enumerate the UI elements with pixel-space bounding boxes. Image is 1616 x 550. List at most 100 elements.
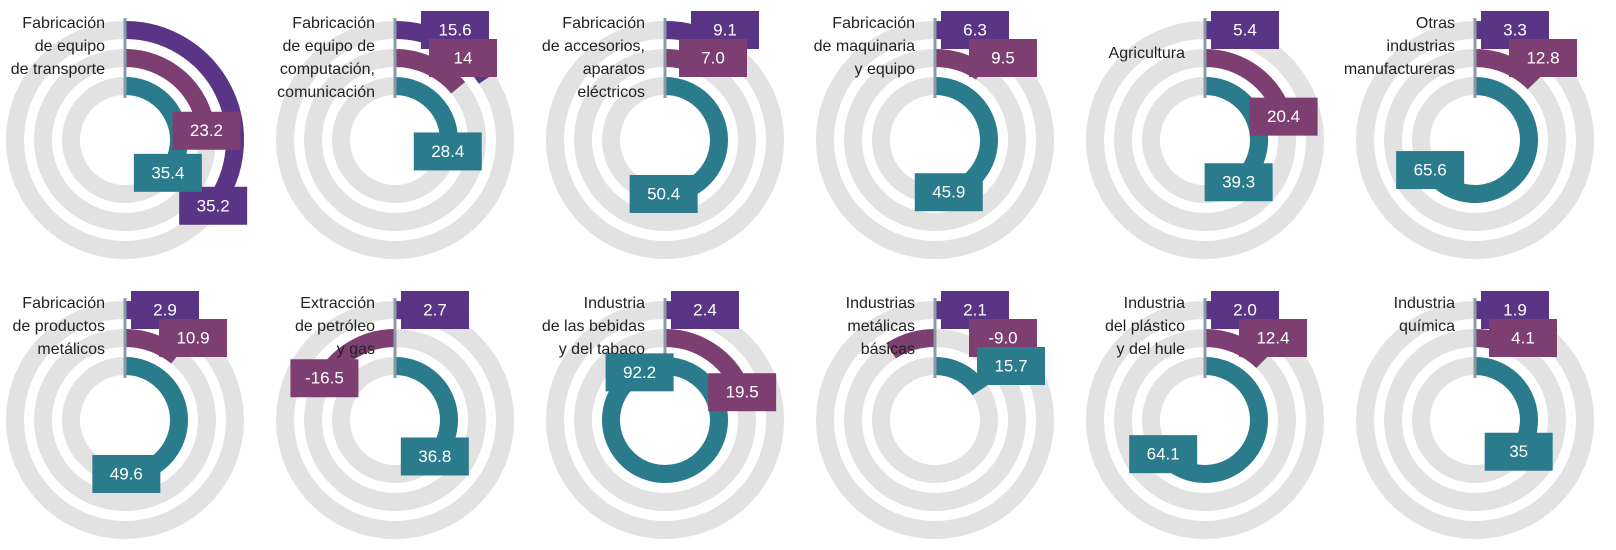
value-box xyxy=(1509,39,1577,77)
value-label: 39.3 xyxy=(1222,173,1255,192)
panel-title: Extracción xyxy=(300,295,375,312)
panel-title: Industria xyxy=(1394,295,1455,312)
value-label: 2.7 xyxy=(423,300,447,319)
panel-title: comunicación xyxy=(277,84,375,101)
panel-title: del plástico xyxy=(1105,318,1185,335)
bar xyxy=(124,21,244,212)
value-label: 1.9 xyxy=(1503,300,1527,319)
panel-title: y equipo xyxy=(855,61,916,78)
value-box xyxy=(1211,11,1279,49)
panel-title: Industria xyxy=(1124,295,1185,312)
value-label: 23.2 xyxy=(190,121,223,140)
panel-title: metálicos xyxy=(37,341,105,358)
value-label: 9.1 xyxy=(713,20,737,39)
panel-title: y del hule xyxy=(1117,341,1186,358)
value-box xyxy=(605,353,674,392)
value-label: 12.8 xyxy=(1526,48,1559,67)
panel-title: computación, xyxy=(280,61,375,78)
value-box xyxy=(679,39,747,77)
value-box xyxy=(1204,163,1273,202)
value-label: 2.9 xyxy=(153,300,177,319)
panel: 6.39.5 45.9 Fabricación de maquinaria y equi… xyxy=(814,11,1054,259)
value-box xyxy=(914,173,983,212)
value-label: 35 xyxy=(1509,442,1528,461)
panel-title: de equipo xyxy=(35,38,105,55)
value-box xyxy=(969,39,1037,77)
value-label: 19.5 xyxy=(726,383,759,402)
panel-title: de petróleo xyxy=(295,318,375,335)
value-label: -16.5 xyxy=(305,369,344,388)
panel: 2.4 19.5 92.2 Industria de las bebidas y del … xyxy=(542,291,784,539)
panel-title: y del tabaco xyxy=(559,341,645,358)
value-label: -9.0 xyxy=(988,328,1017,347)
bar xyxy=(602,357,728,483)
value-label: 36.8 xyxy=(418,447,451,466)
panel-title: de equipo de xyxy=(282,38,375,55)
panel-title: Industria xyxy=(584,295,645,312)
bar xyxy=(934,357,988,396)
bar xyxy=(1474,49,1541,90)
value-label: 64.1 xyxy=(1147,445,1180,464)
value-box xyxy=(413,132,482,171)
panel-title: Fabricación xyxy=(292,15,375,32)
value-label: 50.4 xyxy=(647,184,680,203)
value-label: 15.7 xyxy=(994,356,1027,375)
panel-title: industrias xyxy=(1387,38,1455,55)
value-label: 5.4 xyxy=(1233,20,1257,39)
panel-title: metálicas xyxy=(847,318,915,335)
panel-title: aparatos xyxy=(583,61,645,78)
value-box xyxy=(401,291,469,329)
panel: 2.9 10.9 49.6 Fabricación de productos metáli… xyxy=(6,291,244,539)
value-label: 7.0 xyxy=(701,48,725,67)
panel: 1.9 4.1 35 Industria química xyxy=(1356,291,1594,539)
panel-title: de productos xyxy=(12,318,105,335)
value-box xyxy=(92,454,161,493)
value-label: 4.1 xyxy=(1511,328,1535,347)
panel-title: Agricultura xyxy=(1109,45,1186,62)
panel-title: química xyxy=(1399,318,1455,335)
panel-title: de maquinaria xyxy=(814,38,916,55)
panel-title: manufactureras xyxy=(1344,61,1455,78)
bar xyxy=(1422,77,1538,203)
value-box xyxy=(977,347,1045,385)
value-box xyxy=(290,359,359,398)
value-box xyxy=(179,186,248,225)
value-label: 9.5 xyxy=(991,48,1015,67)
value-box xyxy=(629,174,698,213)
panel-title: Fabricación xyxy=(562,15,645,32)
panel-title: Industrias xyxy=(846,295,915,312)
value-label: 15.6 xyxy=(438,20,471,39)
value-label: 2.1 xyxy=(963,300,987,319)
panel-title: Fabricación xyxy=(832,15,915,32)
panel-title: Otras xyxy=(1416,15,1455,32)
value-label: 28.4 xyxy=(431,142,464,161)
panel-title: eléctricos xyxy=(577,84,645,101)
value-label: 35.2 xyxy=(197,196,230,215)
value-box xyxy=(671,291,739,329)
panel-title: Fabricación xyxy=(22,295,105,312)
value-label: 65.6 xyxy=(1414,161,1447,180)
value-box xyxy=(1484,432,1553,471)
value-label: 2.4 xyxy=(693,300,717,319)
panel-title: de transporte xyxy=(11,61,105,78)
panel-title: Fabricación xyxy=(22,15,105,32)
panel-title: de accesorios, xyxy=(542,38,645,55)
panel: 9.1 7.0 50.4 Fabricación de accesorios, apara… xyxy=(542,11,784,259)
value-label: 92.2 xyxy=(623,363,656,382)
value-box xyxy=(1239,319,1307,357)
value-box xyxy=(172,111,241,150)
bar xyxy=(886,329,936,359)
value-label: 49.6 xyxy=(110,464,143,483)
value-box xyxy=(1129,435,1198,474)
panel-title: de las bebidas xyxy=(542,318,645,335)
value-box xyxy=(159,319,227,357)
value-label: 6.3 xyxy=(963,20,987,39)
value-box xyxy=(1249,97,1318,136)
panel: 15.6 14 28.4 Fabricación de equipo de computa… xyxy=(276,11,514,259)
bar xyxy=(1204,329,1269,369)
panel-title: básicas xyxy=(861,341,915,358)
value-label: 20.4 xyxy=(1267,107,1300,126)
value-label: 3.3 xyxy=(1503,20,1527,39)
panel: 35.2 23.2 35.4 Fabricación de equipo de trans… xyxy=(6,15,248,259)
